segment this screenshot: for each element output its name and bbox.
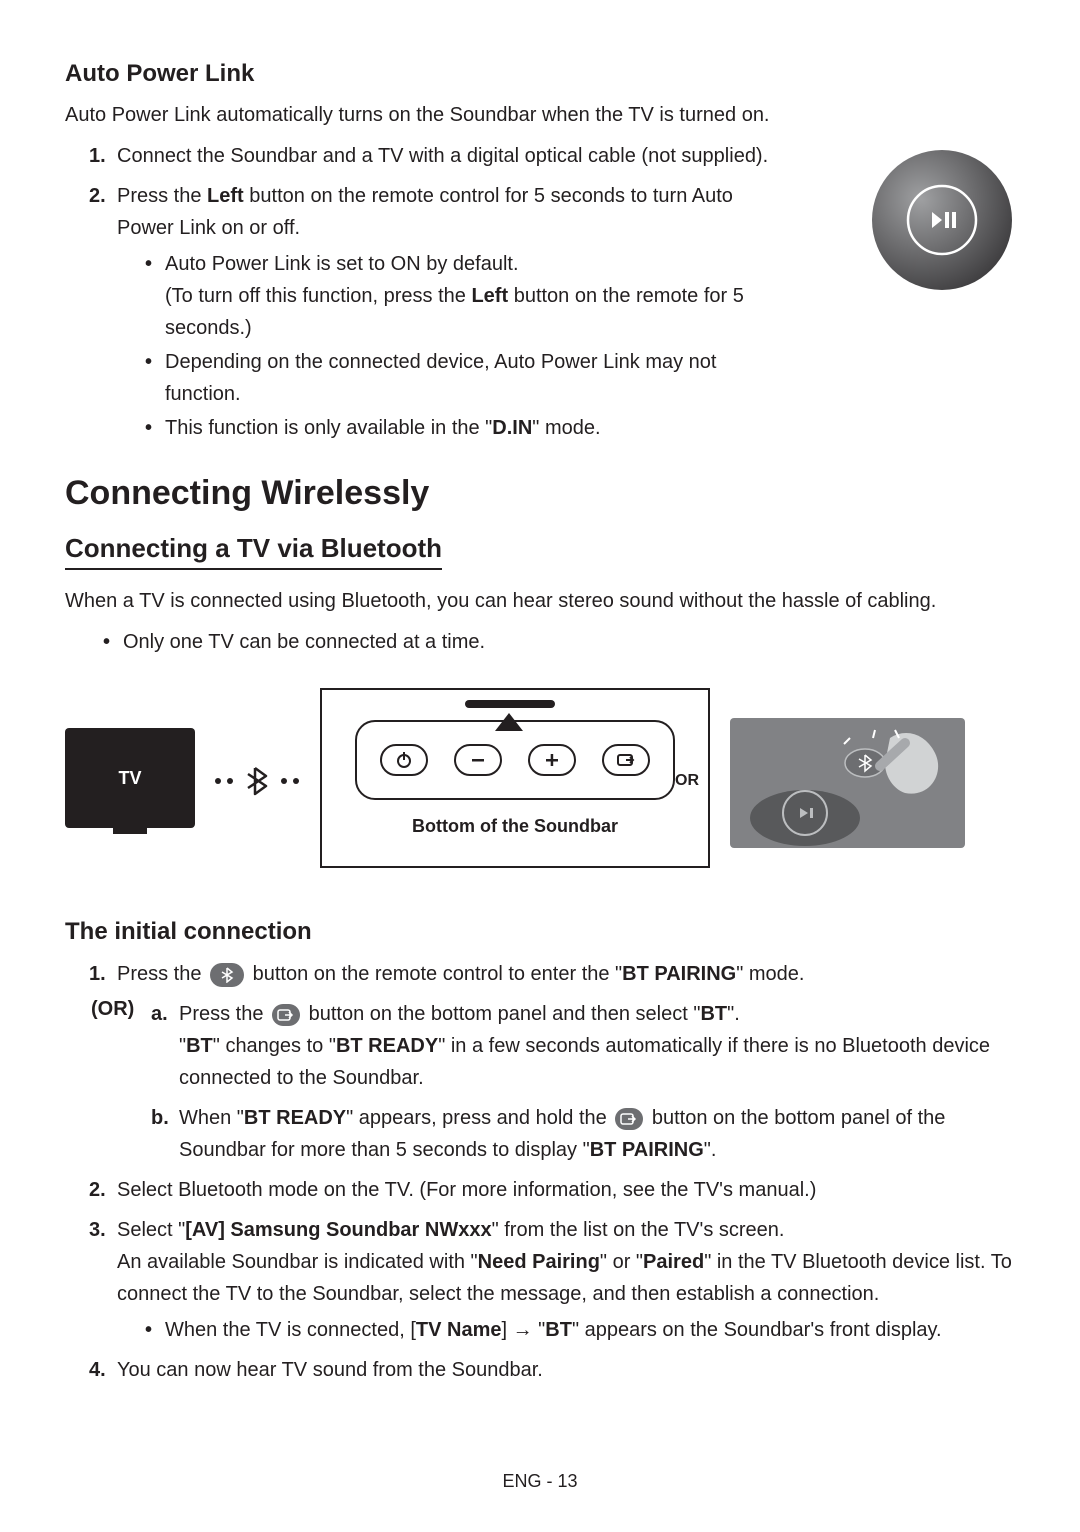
- bluetooth-dots-icon: [210, 766, 310, 802]
- ic-step-3-bullets: When the TV is connected, [TV Name] → "B…: [117, 1314, 1015, 1346]
- apl-bullet-2: Depending on the connected device, Auto …: [145, 346, 789, 410]
- diagram-or-label: OR: [675, 772, 699, 790]
- tv-stand: [113, 826, 147, 834]
- power-button-icon: [380, 744, 428, 776]
- source-icon: [615, 1108, 643, 1130]
- ic-step-3-bullet-1: When the TV is connected, [TV Name] → "B…: [145, 1314, 1015, 1346]
- ic-step-1: 1. Press the button on the remote contro…: [89, 958, 1015, 990]
- initial-connection-steps-contd: 2.Select Bluetooth mode on the TV. (For …: [65, 1174, 1015, 1386]
- ic-step-4: 4.You can now hear TV sound from the Sou…: [89, 1354, 1015, 1386]
- soundbar-button-row: [355, 720, 675, 800]
- or-label: (OR): [91, 998, 134, 1021]
- auto-power-link-intro: Auto Power Link automatically turns on t…: [65, 100, 1015, 130]
- page-footer: ENG - 13: [0, 1471, 1080, 1492]
- source-button-icon: [602, 744, 650, 776]
- connecting-wirelessly-intro: When a TV is connected using Bluetooth, …: [65, 586, 1015, 616]
- ic-step-3: 3. Select "[AV] Samsung Soundbar NWxxx" …: [89, 1214, 1015, 1346]
- initial-connection-steps: 1. Press the button on the remote contro…: [65, 958, 1015, 990]
- soundbar-bottom-illustration: Bottom of the Soundbar: [320, 688, 710, 868]
- auto-power-link-heading: Auto Power Link: [65, 60, 1015, 88]
- connecting-wirelessly-heading: Connecting Wirelessly: [65, 474, 1015, 513]
- volume-down-icon: [454, 744, 502, 776]
- pair-icon: [210, 963, 244, 987]
- connection-diagram: TV Bottom of the Soundbar: [65, 678, 1015, 888]
- connecting-tv-bluetooth-heading: Connecting a TV via Bluetooth: [65, 533, 442, 570]
- or-step-b: b. When "BT READY" appears, press and ho…: [151, 1102, 1015, 1166]
- source-icon: [272, 1004, 300, 1026]
- tv-illustration: TV: [65, 728, 195, 828]
- volume-up-icon: [528, 744, 576, 776]
- initial-connection-heading: The initial connection: [65, 918, 1015, 946]
- apl-bullet-1: Auto Power Link is set to ON by default.…: [145, 248, 789, 344]
- cw-bullet-1: Only one TV can be connected at a time.: [103, 626, 1015, 658]
- apl-bullet-3: This function is only available in the "…: [145, 412, 789, 444]
- or-lettered-list: a. Press the button on the bottom panel …: [151, 998, 1015, 1166]
- remote-press-illustration: [730, 718, 965, 848]
- apl-step-2-bullets: Auto Power Link is set to ON by default.…: [117, 248, 789, 444]
- remote-play-illustration: [870, 148, 1015, 293]
- apl-step-2: 2. Press the Left button on the remote c…: [89, 180, 789, 444]
- soundbar-caption: Bottom of the Soundbar: [412, 816, 618, 837]
- or-step-a: a. Press the button on the bottom panel …: [151, 998, 1015, 1094]
- connecting-wirelessly-bullets: Only one TV can be connected at a time.: [65, 626, 1015, 658]
- ic-step-2: 2.Select Bluetooth mode on the TV. (For …: [89, 1174, 1015, 1206]
- or-alternative-block: (OR) a. Press the button on the bottom p…: [65, 998, 1015, 1166]
